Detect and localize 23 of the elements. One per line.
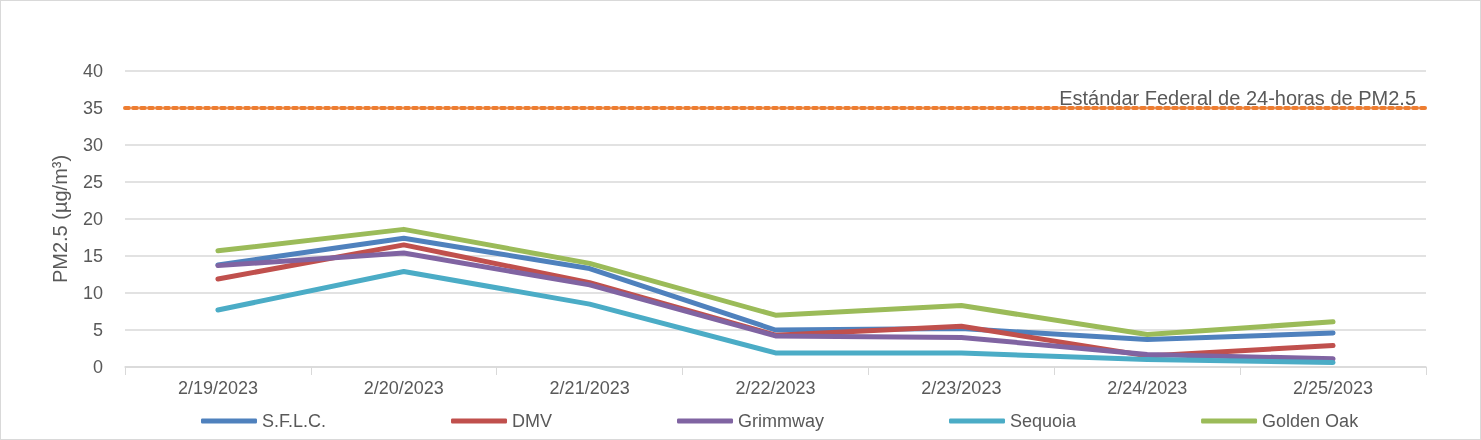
ref-line-label: Estándar Federal de 24-horas de PM2.5 [1059,87,1416,109]
y-tick-label: 35 [82,98,103,118]
x-tick-label: 2/21/2023 [549,378,630,398]
x-tick-label: 2/22/2023 [735,378,816,398]
y-axis-title: PM2.5 (µg/m³) [49,154,71,284]
y-tick-label: 20 [82,209,103,229]
legend-label: Grimmway [738,411,825,431]
x-tick-label: 2/20/2023 [363,378,444,398]
legend-label: S.F.L.C. [262,411,327,431]
x-tick-label: 2/24/2023 [1107,378,1188,398]
legend-label: DMV [512,411,553,431]
y-tick-label: 0 [92,357,103,377]
x-tick-label: 2/19/2023 [177,378,258,398]
legend-label: Sequoia [1010,411,1078,431]
legend-label: Golden Oak [1262,411,1360,431]
y-tick-label: 5 [92,320,103,340]
y-tick-label: 10 [82,283,103,303]
x-tick-label: 2/23/2023 [921,378,1002,398]
y-tick-label: 15 [82,246,103,266]
y-tick-label: 25 [82,172,103,192]
y-tick-label: 30 [82,135,103,155]
y-tick-label: 40 [82,61,103,81]
x-tick-label: 2/25/2023 [1293,378,1374,398]
